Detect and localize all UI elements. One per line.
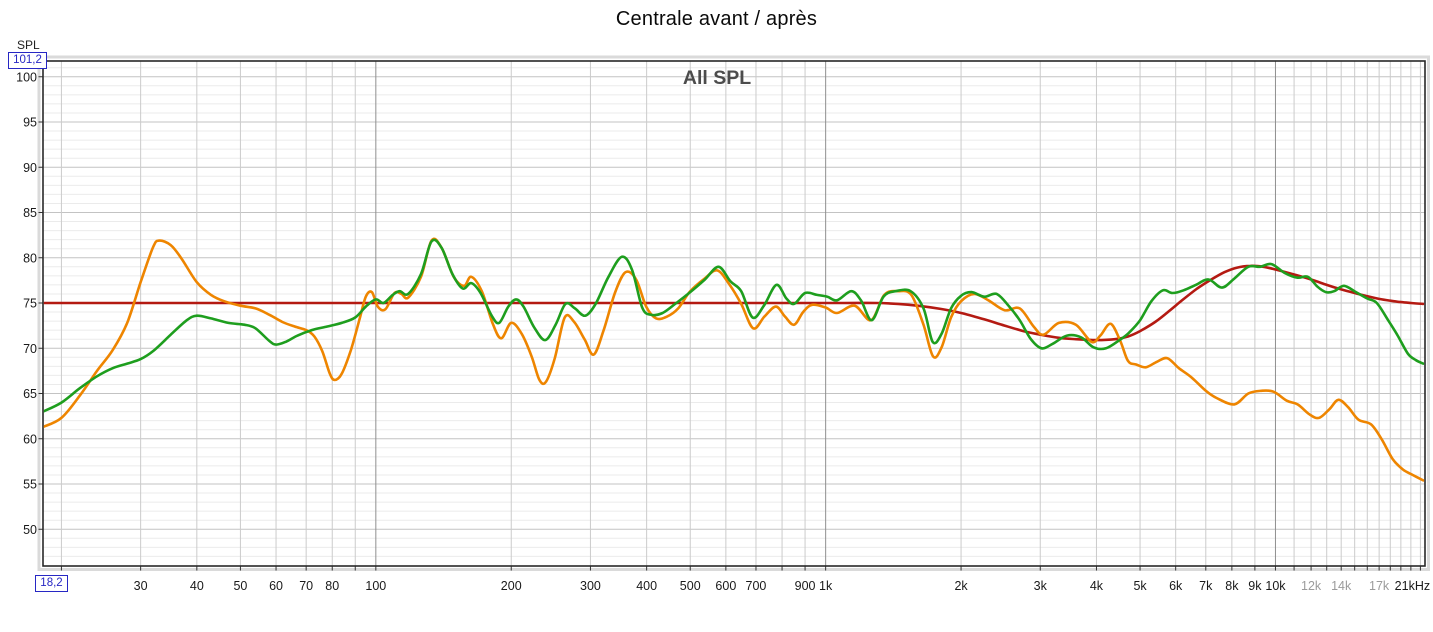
y-tick-label: 90 bbox=[23, 161, 37, 175]
x-tick-label: 10k bbox=[1265, 579, 1286, 593]
x-tick-label: 400 bbox=[636, 579, 657, 593]
x-tick-label: 8k bbox=[1225, 579, 1239, 593]
y-tick-label: 60 bbox=[23, 432, 37, 446]
y-cursor-readout: 101,2 bbox=[8, 52, 47, 69]
x-tick-label: 80 bbox=[325, 579, 339, 593]
x-tick-label: 700 bbox=[746, 579, 767, 593]
curve-measurement-9 bbox=[43, 238, 1425, 413]
y-tick-label: 70 bbox=[23, 342, 37, 356]
x-tick-label: 5k bbox=[1133, 579, 1147, 593]
x-tick-label: 7k bbox=[1199, 579, 1213, 593]
x-tick-label: 200 bbox=[501, 579, 522, 593]
y-tick-label: 85 bbox=[23, 206, 37, 220]
x-tick-label: 21kHz bbox=[1395, 579, 1430, 593]
gridlines bbox=[43, 61, 1425, 566]
curves bbox=[43, 237, 1425, 482]
plot-border bbox=[42, 60, 1426, 567]
chart-title: All SPL bbox=[683, 67, 751, 89]
x-tick-label: 60 bbox=[269, 579, 283, 593]
x-tick-label: 17k bbox=[1369, 579, 1390, 593]
x-tick-label: 500 bbox=[680, 579, 701, 593]
y-axis-title: SPL bbox=[17, 38, 40, 52]
page-title: Centrale avant / après bbox=[615, 8, 818, 30]
legend-bar: ✔ 1: Target août 14 18:08 1/6 75,0 dB ✔ … bbox=[0, 603, 1433, 632]
plot-shadow bbox=[37, 55, 1430, 571]
x-tick-label: 9k bbox=[1248, 579, 1262, 593]
y-tick-label: 80 bbox=[23, 251, 37, 265]
curve-target bbox=[43, 264, 1425, 342]
x-tick-label: 40 bbox=[190, 579, 204, 593]
x-tick-label: 1k bbox=[819, 579, 833, 593]
x-tick-label: 50 bbox=[233, 579, 247, 593]
curve-measurement-4 bbox=[43, 237, 1425, 482]
y-tick-label: 65 bbox=[23, 387, 37, 401]
plot-area[interactable] bbox=[43, 61, 1425, 566]
x-tick-label: 14k bbox=[1331, 579, 1352, 593]
x-tick-label: 300 bbox=[580, 579, 601, 593]
x-tick-label: 70 bbox=[299, 579, 313, 593]
y-tick-label: 55 bbox=[23, 478, 37, 492]
y-tick-label: 50 bbox=[23, 523, 37, 537]
y-tick-label: 75 bbox=[23, 297, 37, 311]
y-tick-label: 95 bbox=[23, 116, 37, 130]
x-tick-label: 3k bbox=[1034, 579, 1048, 593]
spl-chart[interactable]: All SPL203040506070801002003004005006007… bbox=[0, 0, 1433, 600]
x-tick-label: 6k bbox=[1169, 579, 1183, 593]
x-tick-label: 12k bbox=[1301, 579, 1322, 593]
x-tick-label: 4k bbox=[1090, 579, 1104, 593]
y-tick-label: 100 bbox=[16, 70, 37, 84]
plot-background bbox=[43, 61, 1425, 566]
x-tick-label: 600 bbox=[715, 579, 736, 593]
x-cursor-readout: 18,2 bbox=[35, 575, 68, 592]
x-tick-label: 2k bbox=[954, 579, 968, 593]
x-tick-label: 900 bbox=[795, 579, 816, 593]
x-tick-label: 100 bbox=[365, 579, 386, 593]
x-tick-label: 30 bbox=[134, 579, 148, 593]
